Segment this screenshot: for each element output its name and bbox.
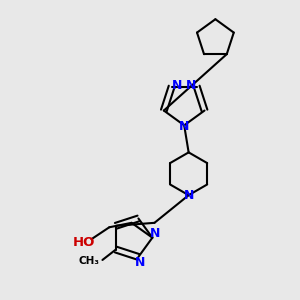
Text: N: N	[172, 79, 182, 92]
Text: N: N	[150, 227, 161, 240]
Text: N: N	[179, 120, 189, 133]
Text: CH₃: CH₃	[79, 256, 100, 266]
Text: N: N	[186, 79, 197, 92]
Text: N: N	[135, 256, 145, 269]
Text: N: N	[184, 189, 194, 202]
Text: HO: HO	[73, 236, 95, 249]
